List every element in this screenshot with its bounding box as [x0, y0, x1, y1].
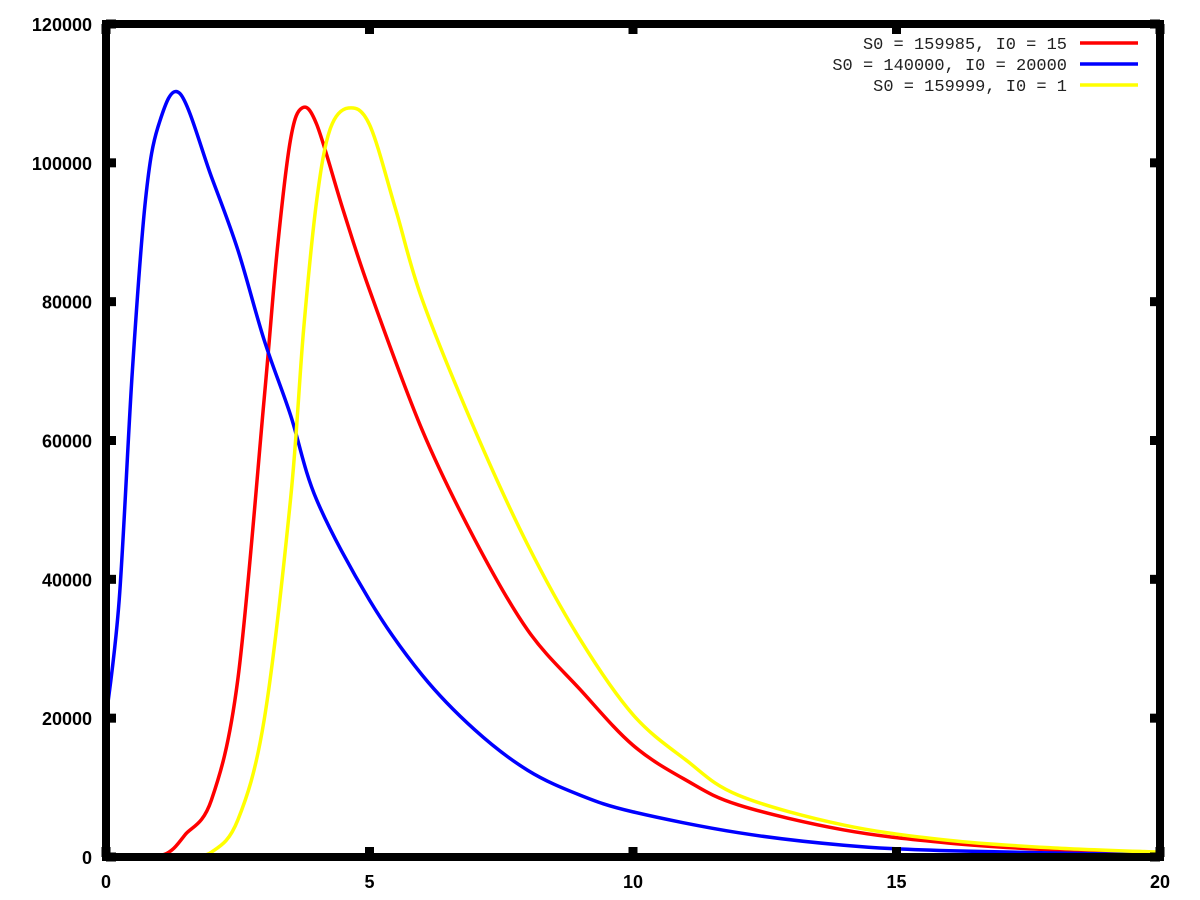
- series-line-0: [105, 105, 1161, 859]
- y-tick-label: 120000: [32, 15, 92, 35]
- y-tick-label: 100000: [32, 154, 92, 174]
- legend-label: S0 = 159999, I0 = 1: [873, 78, 1067, 97]
- x-tick-label: 5: [364, 872, 374, 892]
- y-tick-label: 60000: [42, 432, 92, 452]
- y-tick-label: 0: [82, 848, 92, 868]
- series-line-1: [104, 89, 1161, 857]
- x-tick-label: 15: [886, 872, 906, 892]
- y-tick-label: 20000: [42, 709, 92, 729]
- plot-frame: [102, 20, 1164, 861]
- legend-label: S0 = 159985, I0 = 15: [863, 36, 1067, 55]
- x-tick-label: 20: [1150, 872, 1170, 892]
- legend: S0 = 159985, I0 = 15 S0 = 140000, I0 = 20…: [832, 36, 1138, 97]
- y-tick-label: 40000: [42, 570, 92, 590]
- y-tick-label: 80000: [42, 293, 92, 313]
- series-layer: [104, 89, 1161, 859]
- series-line-2: [105, 106, 1161, 859]
- x-tick-label: 10: [623, 872, 643, 892]
- legend-label: S0 = 140000, I0 = 20000: [832, 57, 1067, 76]
- x-tick-label: 0: [101, 872, 111, 892]
- ticks-layer: 0 5 10 15 20 0 20000 40000 60000 80000 100000 12000…: [32, 15, 1170, 892]
